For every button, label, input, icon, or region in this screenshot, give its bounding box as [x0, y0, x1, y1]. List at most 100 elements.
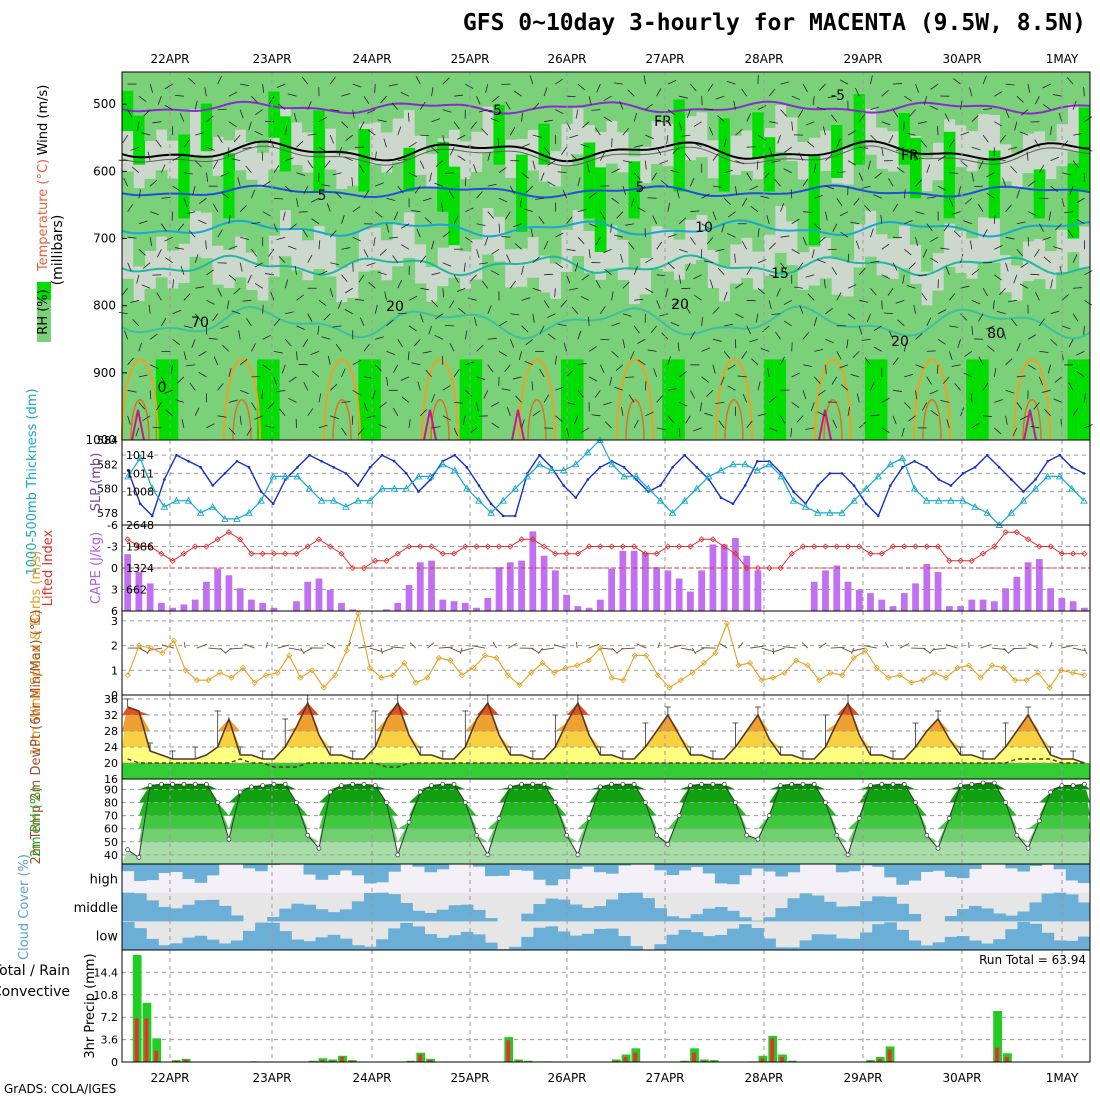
- wind-barb: [1016, 95, 1024, 103]
- wind-barb: [288, 376, 297, 383]
- wind-barb: [538, 216, 545, 225]
- rh-mid-region: [1011, 300, 1023, 440]
- wind-barb: [544, 119, 554, 123]
- cloud-high-bar: [412, 864, 425, 867]
- wind-barb: [532, 410, 541, 417]
- wind-barb: [239, 262, 243, 272]
- wind-speed-point: [585, 657, 592, 664]
- cloud-low-bar: [787, 947, 801, 950]
- thickness-point: [1080, 496, 1088, 504]
- wind-barb: [521, 265, 524, 275]
- precip-convective-bar: [780, 1057, 784, 1062]
- cloud-middle-bar: [618, 893, 631, 922]
- cloud-low-bar: [327, 934, 341, 950]
- lifted-index-tick-label: -6: [107, 519, 118, 532]
- wind-barb: [651, 172, 657, 181]
- wind-barb: [957, 339, 961, 348]
- cloud-middle-bar: [908, 914, 922, 922]
- thickness-point: [172, 496, 181, 504]
- wind-barb: [723, 197, 731, 205]
- wind-barb: [960, 100, 963, 110]
- lifted-index-point: [529, 536, 536, 543]
- slp-point: [344, 472, 348, 475]
- wind-speed-point: [170, 637, 177, 644]
- wind-barb: [326, 203, 331, 212]
- rh-point: [282, 781, 288, 787]
- wind-barb: [1084, 270, 1093, 276]
- slp-tick-label: 1014: [126, 449, 154, 462]
- wind-barb: [575, 109, 579, 119]
- wind-speed-point: [435, 654, 442, 662]
- wind-barb: [566, 402, 576, 406]
- wind-barb: [850, 221, 860, 225]
- cloud-low-bar: [412, 926, 425, 950]
- wind-speed-point: [182, 667, 189, 674]
- wind-barb: [521, 297, 531, 301]
- slp-point: [259, 490, 263, 493]
- wind-barb: [514, 243, 522, 250]
- cloud-low-bar: [460, 931, 474, 950]
- wind-barb: [757, 413, 767, 417]
- cloud-low-bar: [606, 928, 619, 950]
- wind-barb: [930, 83, 939, 90]
- cloud-high-bar: [376, 864, 389, 883]
- contour-label: 20: [386, 299, 404, 315]
- wind-barb: [603, 248, 612, 254]
- wind-barb: [323, 313, 331, 321]
- slp-point: [271, 502, 275, 506]
- wind-speed-point: [239, 664, 247, 671]
- wind-barb: [690, 331, 696, 340]
- wind-barb: [149, 333, 158, 340]
- wind-barb: [839, 79, 849, 85]
- precip-convective-bar: [144, 1018, 149, 1062]
- wind-barb: [994, 121, 1003, 127]
- wind-barb: [881, 274, 891, 280]
- cloud-high-bar: [1053, 864, 1067, 870]
- rh-mid-region: [797, 72, 810, 143]
- wind-barb-10m: [459, 647, 463, 655]
- wind-barb: [491, 422, 500, 429]
- cloud-middle-bar: [351, 901, 365, 922]
- cape-bar: [912, 583, 919, 611]
- thickness-point: [329, 496, 338, 504]
- wind-barb: [1064, 211, 1074, 214]
- cloud-low-bar: [666, 934, 680, 950]
- wind-barb: [1066, 77, 1074, 85]
- rh-mid-region: [189, 72, 202, 109]
- wind-barb: [858, 114, 865, 122]
- rh-mid-region: [369, 72, 382, 123]
- wind-barb-10m: [636, 643, 647, 649]
- cloud-middle-bar: [1029, 902, 1043, 922]
- wind-barb: [896, 167, 905, 174]
- rh-mid-region: [684, 160, 697, 220]
- wind-barb: [206, 172, 209, 182]
- precip-convective-bar: [516, 1060, 520, 1062]
- thickness-point: [293, 472, 302, 480]
- wind-barb: [647, 349, 657, 352]
- rh-mid-region: [752, 179, 765, 252]
- wind-barb: [127, 415, 131, 425]
- wind-barb: [587, 163, 590, 173]
- wind-barb: [751, 358, 759, 366]
- wind-barb: [822, 126, 826, 136]
- cloud-low-bar: [351, 945, 365, 950]
- rh-high-region: [268, 91, 281, 138]
- wind-barb: [622, 339, 626, 349]
- cloud-low-bar: [1041, 932, 1055, 950]
- cape-axis-label: CAPE (J/kg): [89, 532, 104, 604]
- wind-barb: [165, 409, 173, 417]
- wind-barb: [693, 274, 702, 280]
- wind-barb: [557, 171, 567, 174]
- cloud-row-label: low: [96, 930, 119, 945]
- wind-barb: [1002, 177, 1006, 187]
- rh-mid-region: [515, 72, 528, 140]
- wind-barb: [329, 383, 338, 391]
- thickness-point: [245, 508, 253, 516]
- cape-bar: [889, 606, 897, 611]
- contour-label: -5: [831, 88, 845, 104]
- cloud-middle-bar: [424, 913, 438, 922]
- wind-barb: [670, 322, 680, 327]
- wind-barb: [839, 364, 849, 369]
- cape-tick-label: 1986: [126, 541, 154, 554]
- wind-barb: [310, 350, 320, 355]
